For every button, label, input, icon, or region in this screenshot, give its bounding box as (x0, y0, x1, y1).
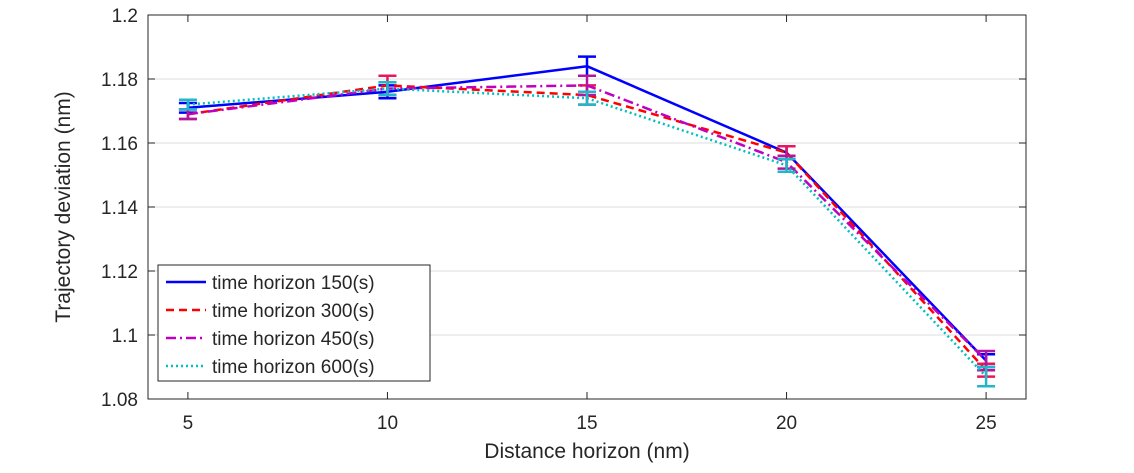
x-tick-label: 10 (377, 413, 398, 434)
y-tick-label: 1.12 (101, 262, 138, 283)
x-axis-label: Distance horizon (nm) (484, 440, 689, 463)
y-tick-label: 1.14 (101, 198, 138, 219)
y-tick-label: 1.2 (112, 6, 138, 27)
y-axis-label: Trajectory deviation (nm) (52, 91, 75, 322)
y-tick-label: 1.18 (101, 70, 138, 91)
legend-label: time horizon 150(s) (212, 273, 375, 294)
legend-label: time horizon 600(s) (212, 357, 375, 378)
legend-label: time horizon 300(s) (212, 301, 375, 322)
legend-label: time horizon 450(s) (212, 329, 375, 350)
y-tick-label: 1.1 (112, 326, 138, 347)
legend: time horizon 150(s) time horizon 300(s) ti… (158, 265, 430, 381)
x-tick-label: 20 (776, 413, 797, 434)
x-tick-label: 5 (183, 413, 194, 434)
y-tick-label: 1.08 (101, 390, 138, 411)
y-tick-label: 1.16 (101, 134, 138, 155)
x-tick-label: 15 (576, 413, 597, 434)
x-tick-label: 25 (976, 413, 997, 434)
